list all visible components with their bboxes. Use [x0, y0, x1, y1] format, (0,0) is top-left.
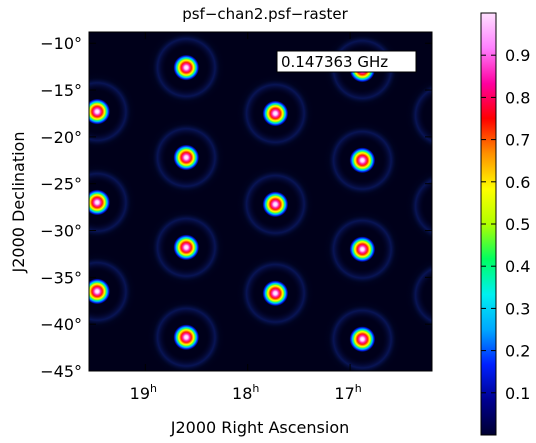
psf-sidelobe-ring: [404, 257, 432, 334]
psf-peak: [173, 324, 200, 351]
psf-peak: [89, 189, 111, 216]
psf-sidelobe-ring: [89, 71, 138, 152]
y-tick-label: −35°: [40, 268, 82, 287]
y-tick-label: −20°: [40, 128, 82, 147]
colorbar-tick-label: 0.7: [505, 131, 530, 150]
colorbar-tick-label: 0.8: [505, 88, 530, 107]
frequency-annotation-box: [276, 50, 417, 73]
psf-peak: [262, 100, 289, 127]
psf-peak: [349, 236, 376, 263]
colorbar-tick-label: 0.9: [505, 46, 530, 65]
x-axis: 19h 18h 17h: [130, 32, 362, 403]
y-tick-label: −10°: [40, 34, 82, 53]
colorbar-tick-label: 0.1: [505, 384, 530, 403]
psf-peak: [89, 98, 111, 125]
psf-peak: [89, 278, 111, 305]
x-tick-label: 19h: [130, 382, 157, 403]
psf-peak: [431, 111, 432, 120]
x-tick-label: 17h: [334, 382, 361, 403]
chart-title: psf−chan2.psf−raster: [182, 5, 348, 23]
colorbar-tick-label: 0.2: [505, 342, 530, 361]
psf-peak: [173, 54, 200, 81]
y-tick-label: −25°: [40, 175, 82, 194]
psf-peak: [173, 144, 200, 171]
x-tick-label: 18h: [232, 382, 259, 403]
psf-peak: [173, 234, 200, 261]
y-axis: −10° −15° −20° −25° −30° −35° −40° −45°: [40, 34, 432, 381]
psf-sidelobe-ring: [89, 162, 138, 243]
plot-frame: [88, 31, 433, 372]
psf-sidelobe-ring: [404, 77, 432, 154]
colorbar-tick-label: 0.4: [505, 257, 530, 276]
colorbar-tick-label: 0.5: [505, 215, 530, 234]
psf-peak: [431, 201, 432, 211]
frequency-annotation: 0.147363 GHz: [281, 53, 388, 71]
psf-peak: [349, 147, 376, 174]
psf-peak: [262, 191, 289, 218]
psf-sidelobe-ring: [89, 251, 138, 332]
y-tick-label: −40°: [40, 315, 82, 334]
psf-peak: [349, 326, 376, 353]
psf-peak: [262, 280, 289, 307]
colorbar: 0.1 0.2 0.3 0.4 0.5 0.6 0.7 0.8 0.9: [480, 12, 530, 436]
psf-sidelobe-ring: [404, 168, 432, 245]
psf-peak: [431, 290, 432, 300]
colorbar-tick-label: 0.3: [505, 299, 530, 318]
y-tick-label: −30°: [40, 222, 82, 241]
colorbar-tick-label: 0.6: [505, 173, 530, 192]
y-tick-label: −15°: [40, 81, 82, 100]
y-axis-label: J2000 Declination: [9, 132, 28, 274]
x-axis-label: J2000 Right Ascension: [170, 418, 350, 437]
y-tick-label: −45°: [40, 362, 82, 381]
